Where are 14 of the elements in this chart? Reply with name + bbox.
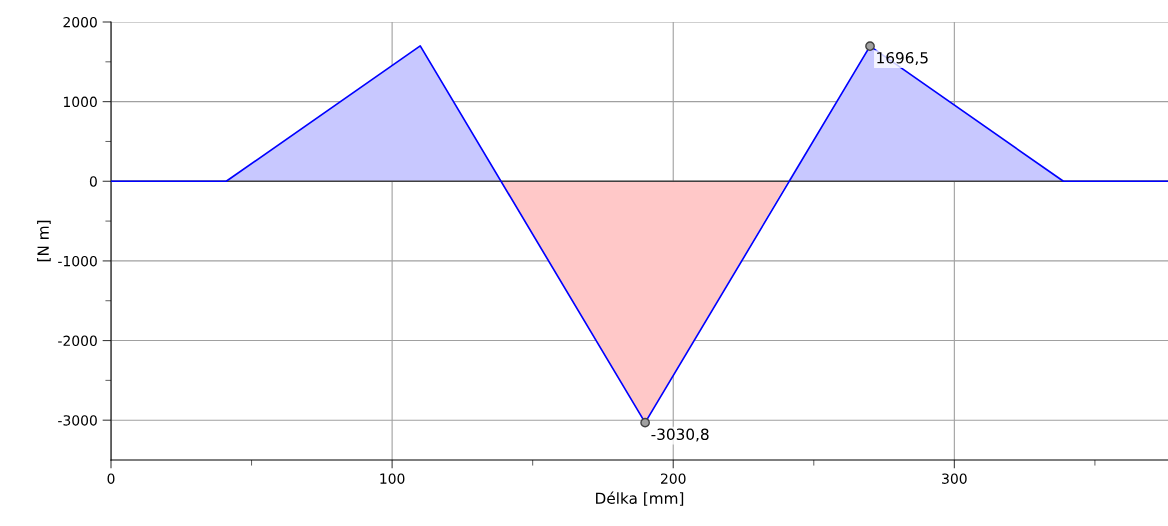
x-tick-label: 200 [661, 473, 686, 484]
annotation: 1696,5 [877, 51, 928, 66]
y-tick-label: 2000 [63, 16, 97, 28]
annotation: -3030,8 [651, 428, 709, 442]
y-tick-label: 0 [89, 176, 97, 187]
y-axis-title: [N m] [37, 220, 51, 262]
y-tick-label: 1000 [63, 96, 97, 108]
y-tick-label: -3000 [58, 415, 97, 426]
y-tick-label: -2000 [58, 335, 97, 347]
x-tick-label: 300 [942, 473, 967, 484]
y-tick-label: -1000 [58, 255, 97, 267]
x-tick-label: 0 [107, 473, 115, 484]
x-axis-title: Délka [mm] [596, 491, 684, 506]
x-tick-label: 100 [380, 473, 405, 484]
